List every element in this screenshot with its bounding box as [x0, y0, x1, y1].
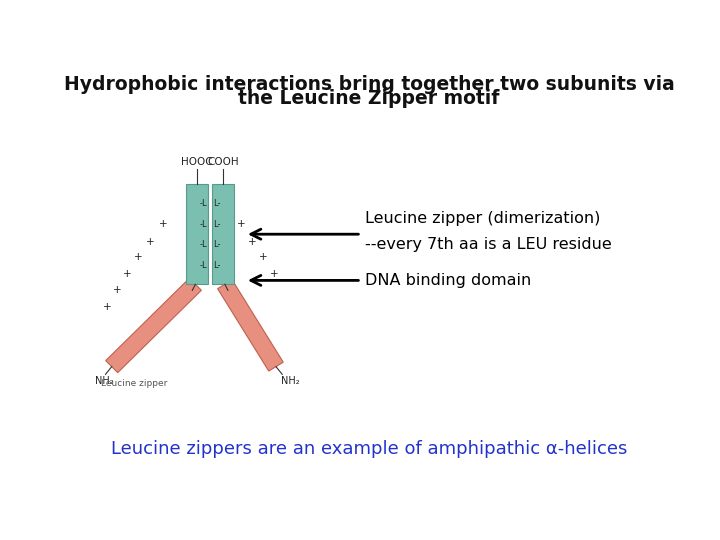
Text: +: +: [259, 252, 268, 262]
Text: L-: L-: [213, 240, 221, 249]
Text: Leucine zipper: Leucine zipper: [101, 379, 167, 388]
Text: +: +: [146, 237, 155, 247]
Bar: [212, 184, 234, 284]
Text: +: +: [134, 252, 143, 262]
Text: +: +: [270, 269, 279, 279]
Text: -L: -L: [199, 260, 207, 269]
Text: +: +: [237, 219, 246, 229]
Bar: [186, 184, 208, 284]
Text: the Leucine Zipper motif: the Leucine Zipper motif: [238, 90, 500, 109]
Text: +: +: [123, 269, 132, 279]
Text: COOH: COOH: [207, 157, 239, 167]
Text: HOOC: HOOC: [181, 157, 213, 167]
Polygon shape: [217, 280, 283, 371]
Text: L-: L-: [213, 260, 221, 269]
Text: +: +: [103, 302, 112, 312]
Text: +: +: [248, 237, 257, 247]
Text: --every 7th aa is a LEU residue: --every 7th aa is a LEU residue: [365, 237, 612, 252]
Text: L-: L-: [213, 220, 221, 229]
Text: NH₂: NH₂: [94, 376, 113, 386]
Text: -L: -L: [199, 240, 207, 249]
Text: DNA binding domain: DNA binding domain: [365, 273, 531, 288]
Text: +: +: [113, 285, 122, 295]
Text: -L: -L: [199, 220, 207, 229]
Text: Leucine zippers are an example of amphipathic α-helices: Leucine zippers are an example of amphip…: [111, 440, 627, 457]
Polygon shape: [106, 278, 202, 373]
Text: L-: L-: [213, 199, 221, 208]
Text: Leucine zipper (dimerization): Leucine zipper (dimerization): [365, 212, 600, 226]
Text: -L: -L: [199, 199, 207, 208]
Text: NH₂: NH₂: [281, 376, 300, 386]
Text: +: +: [159, 219, 168, 229]
Text: Hydrophobic interactions bring together two subunits via: Hydrophobic interactions bring together …: [63, 75, 675, 94]
